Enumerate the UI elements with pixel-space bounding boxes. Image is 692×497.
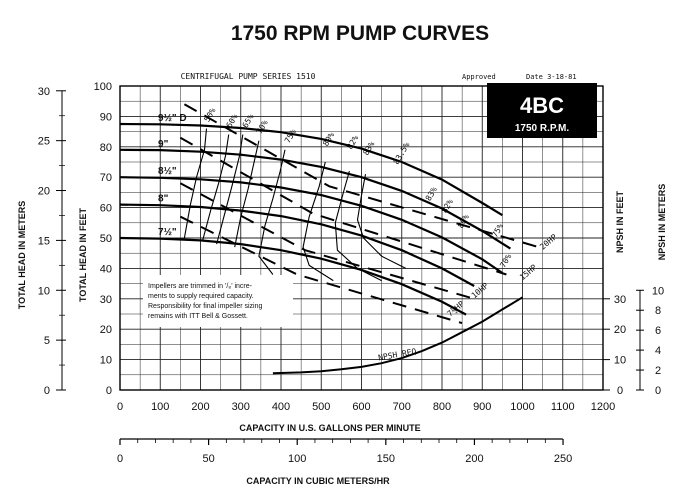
npsh-tick-label-meters: 8 [655,305,661,317]
npsh-tick-label-feet: 20 [614,324,626,336]
npsh-label-meters: NPSH IN METERS [657,184,667,261]
npsh-label-feet: NPSH IN FEET [615,190,625,253]
efficiency-curve-line [201,134,230,242]
y-tick-label-feet: 70 [100,172,112,184]
y-axis-label-feet: TOTAL HEAD IN FEET [78,208,88,303]
x2-tick-label: 200 [465,453,483,465]
npsh-tick-label-feet: 30 [614,294,626,306]
model-name: 4BC [520,93,564,118]
y-axis-label-meters: TOTAL HEAD IN METERS [17,201,27,310]
head-curve-line [119,203,475,287]
efficiency-curve-line [183,128,208,239]
y-tick-label-meters: 15 [38,235,50,247]
x-tick-label: 1200 [591,401,615,413]
x-tick-label: 600 [352,401,370,413]
x2-tick-label: 250 [554,453,572,465]
y-tick-label-meters: 25 [38,136,50,148]
y-tick-label-feet: 60 [100,203,112,215]
npsh-curve-line [272,296,524,375]
horsepower-line [183,103,539,249]
note-line-1: Impellers are trimmed in '/₈' incre- [148,283,253,290]
efficiency-curve-line [258,149,286,275]
npsh-tick-label-meters: 10 [652,285,664,297]
efficiency-curve-line [216,134,244,245]
x-tick-label: 700 [393,401,411,413]
x-tick-label: 800 [433,401,451,413]
x-tick-label: 900 [473,401,491,413]
x2-tick-label: 150 [377,453,395,465]
x-tick-label: 1000 [510,401,534,413]
y-tick-label-feet: 10 [100,355,112,367]
impeller-label: 8" [158,194,169,205]
npsh-tick-label-meters: 6 [655,325,661,337]
efficiency-label: 65% [241,112,256,129]
impeller-label: 9" [158,139,169,150]
npsh-tick-label-meters: 0 [655,385,661,397]
x-tick-label: 200 [191,401,209,413]
y-tick-label-feet: 100 [94,81,112,93]
x-tick-label: 500 [312,401,330,413]
x-axis-label: CAPACITY IN U.S. GALLONS PER MINUTE [239,423,420,433]
y-tick-label-feet: 90 [100,111,112,123]
note-line-4: remains with ITT Bell & Gossett. [148,313,248,320]
y-tick-label-feet: 50 [100,233,112,245]
plot-frame [119,85,604,391]
horsepower-label: 15HP [518,263,539,282]
efficiency-curve-line [234,140,260,248]
efficiency-label: 70% [255,118,270,135]
head-curve-line [119,148,511,250]
y-tick-label-feet: 40 [100,263,112,275]
head-curve-line [119,236,467,316]
chart-title: 1750 RPM PUMP CURVES [231,22,489,45]
chart-subtitle: CENTRIFUGAL PUMP SERIES 1510 [181,72,316,81]
x2-tick-label: 50 [202,453,214,465]
head-curve-line [119,176,504,274]
note-line-2: ments to supply required capacity. [148,293,254,300]
y-tick-label-feet: 30 [100,294,112,306]
npsh-tick-label-feet: 0 [617,385,623,397]
efficiency-curve-line [302,161,334,282]
impeller-label: 9½" D [158,113,187,124]
npsh-tick-label-feet: 10 [614,355,626,367]
approval-date: Date 3-18-81 [526,73,577,81]
y-tick-label-meters: 30 [38,86,50,98]
approval-text: Approved [462,73,496,81]
x-tick-label: 100 [151,401,169,413]
y-tick-label-meters: 20 [38,186,50,198]
x-tick-label: 0 [117,401,123,413]
efficiency-label: 83% [424,185,439,202]
y-tick-label-feet: 80 [100,142,112,154]
x-tick-label: 400 [272,401,290,413]
impeller-label: 7½" [158,227,177,238]
impeller-label: 8½" [158,166,177,177]
efficiency-label: 75% [283,128,298,145]
horsepower-line [179,182,475,300]
x2-tick-label: 0 [117,453,123,465]
x2-tick-label: 100 [288,453,306,465]
model-box [487,83,597,138]
x-tick-label: 1100 [551,401,575,413]
note-box [143,275,293,327]
y-tick-label-meters: 0 [44,385,50,397]
y-tick-label-meters: 5 [44,335,50,347]
efficiency-curve-line [356,174,407,269]
x-tick-label: 300 [232,401,250,413]
npsh-tick-label-meters: 4 [655,345,661,357]
note-line-3: Responsibility for final impeller sizing [148,303,262,310]
y-tick-label-feet: 0 [106,385,112,397]
npsh-tick-label-meters: 2 [655,365,661,377]
model-speed: 1750 R.P.M. [515,123,570,134]
x2-axis-label: CAPACITY IN CUBIC METERS/HR [246,476,390,486]
y-tick-label-feet: 20 [100,324,112,336]
efficiency-label: 70% [498,252,513,269]
horsepower-line [179,136,507,276]
head-curve-line [119,122,503,217]
axes: 0 100 200 300 400 500 600 700 800 900 1000 1100 1200… [38,81,664,465]
horsepower-label: 20HP [538,232,559,251]
y-tick-label-meters: 10 [38,285,50,297]
